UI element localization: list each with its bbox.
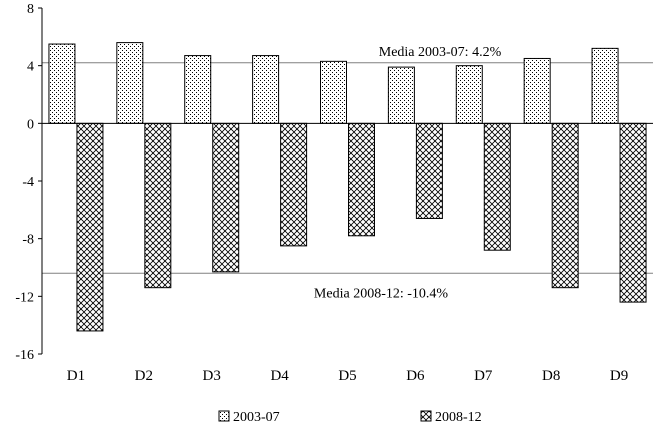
x-category-label: D6 xyxy=(406,368,425,384)
bar-d1-2008-12 xyxy=(76,122,104,332)
bar-d7-2008-12 xyxy=(483,122,511,251)
x-category-label: D3 xyxy=(203,368,221,384)
bar-d9-2003-07 xyxy=(591,47,619,124)
axes xyxy=(38,7,653,355)
bar-d2-2008-12 xyxy=(144,122,172,289)
x-category-label: D4 xyxy=(270,368,289,384)
bar-d8-2003-07 xyxy=(523,57,551,124)
y-tick-label: 4 xyxy=(27,60,34,75)
bar-d4-2003-07 xyxy=(252,55,280,124)
x-category-label: D9 xyxy=(610,368,628,384)
bar-d7-2003-07 xyxy=(455,65,483,124)
reference-lines xyxy=(42,62,653,274)
legend-label-2003-07: 2003-07 xyxy=(233,410,280,425)
bars xyxy=(48,42,647,332)
legend: 2003-07 2008-12 xyxy=(218,410,482,425)
bar-d6-2003-07 xyxy=(387,66,415,124)
x-category-label: D5 xyxy=(338,368,356,384)
labels: 8 4 0 -4 -8 -12 -16 D1 D2 D3 D4 D5 D6 D7 D8 D9 Media 200… xyxy=(15,2,628,384)
bar-d5-2008-12 xyxy=(348,122,375,237)
bar-d2-2003-07 xyxy=(116,42,144,124)
x-category-label: D1 xyxy=(67,368,85,384)
bar-d4-2008-12 xyxy=(280,122,308,247)
y-tick-label: -12 xyxy=(15,290,34,305)
reference-line-label-1: Media 2003-07: 4.2% xyxy=(379,45,502,60)
y-tick-label: -8 xyxy=(22,233,34,248)
y-tick-label: 0 xyxy=(27,117,34,132)
x-category-label: D8 xyxy=(542,368,560,384)
legend-swatch-2008-12 xyxy=(420,410,432,422)
x-category-label: D7 xyxy=(474,368,493,384)
bar-d8-2008-12 xyxy=(551,122,579,289)
bar-d6-2008-12 xyxy=(415,122,443,219)
reference-line-label-2: Media 2008-12: -10.4% xyxy=(314,286,448,301)
bar-d3-2003-07 xyxy=(184,55,212,124)
bar-d1-2003-07 xyxy=(48,43,76,124)
legend-swatch-2003-07 xyxy=(218,410,230,422)
y-tick-label: 8 xyxy=(27,2,34,17)
y-tick-label: -4 xyxy=(22,175,34,190)
y-tick-label: -16 xyxy=(15,348,34,363)
x-category-label: D2 xyxy=(135,368,153,384)
bar-d5-2003-07 xyxy=(320,60,347,124)
bar-d9-2008-12 xyxy=(619,122,647,303)
legend-label-2008-12: 2008-12 xyxy=(435,410,482,425)
bar-d3-2008-12 xyxy=(212,122,240,273)
